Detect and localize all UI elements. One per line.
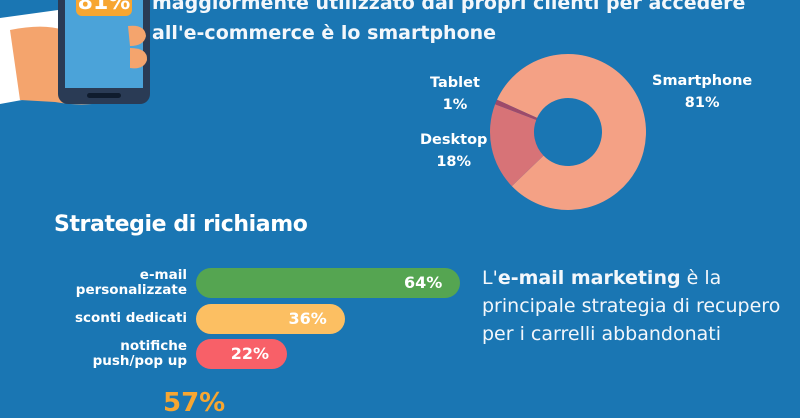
bar-value-sconti: 36%	[288, 309, 327, 328]
bar-label-sconti-line-1: sconti dedicati	[74, 310, 187, 326]
pie-label-smartphone-value: 81%	[684, 95, 720, 111]
bar-sconti	[196, 304, 345, 334]
bar-label-email-line-2: personalizzate	[75, 282, 187, 298]
bottom-statistic: 57%	[163, 388, 226, 418]
bar-label-email: e-mail personalizzate	[17, 268, 187, 298]
side-note-suffix: è la principale strategia di recupero pe…	[482, 267, 781, 345]
bar-label-notifiche: notifiche push/pop up	[17, 339, 187, 369]
bar-value-email: 64%	[404, 273, 443, 292]
pie-label-tablet: Tablet 1%	[430, 72, 480, 116]
bar-notifiche	[196, 339, 287, 369]
headline-line-2: all'e-commerce è lo smartphone	[152, 18, 772, 48]
phone-badge: 81%	[76, 0, 132, 16]
bar-chart-title: Strategie di richiamo	[54, 212, 308, 237]
headline-line-1: maggiormente utilizzato dai propri clien…	[152, 0, 746, 14]
pie-label-desktop-value: 18%	[436, 154, 472, 170]
side-note: L'e-mail marketing è la principale strat…	[482, 264, 782, 348]
pie-label-desktop-name: Desktop	[420, 132, 488, 148]
headline-bold-word: smartphone	[367, 22, 497, 44]
bar-label-notifiche-line-2: push/pop up	[92, 353, 187, 369]
pie-label-smartphone-name: Smartphone	[652, 73, 753, 89]
side-note-bold: e-mail marketing	[497, 267, 681, 289]
donut-slice-smartphone	[497, 54, 646, 211]
hand-holding-phone-illustration: 81%	[0, 0, 150, 105]
bar-label-email-line-1: e-mail	[139, 267, 187, 283]
bar-value-notifiche: 22%	[230, 344, 270, 363]
pie-label-desktop: Desktop 18%	[420, 129, 487, 173]
side-note-prefix: L'	[482, 267, 498, 289]
phone-badge-value: 81%	[78, 0, 131, 15]
device-donut-chart	[490, 54, 646, 211]
bar-label-notifiche-line-1: notifiche	[120, 338, 187, 354]
donut-slice-tablet	[495, 99, 538, 120]
bar-email	[196, 268, 460, 298]
headline-line-2-text: all'e-commerce è lo	[152, 22, 368, 44]
pie-label-tablet-value: 1%	[442, 97, 468, 113]
donut-slice-desktop	[490, 104, 544, 187]
pie-label-smartphone: Smartphone 81%	[652, 70, 752, 114]
pie-label-tablet-name: Tablet	[430, 75, 480, 91]
headline: maggiormente utilizzato dai propri clien…	[152, 0, 772, 48]
bar-label-sconti: sconti dedicati	[17, 311, 187, 326]
